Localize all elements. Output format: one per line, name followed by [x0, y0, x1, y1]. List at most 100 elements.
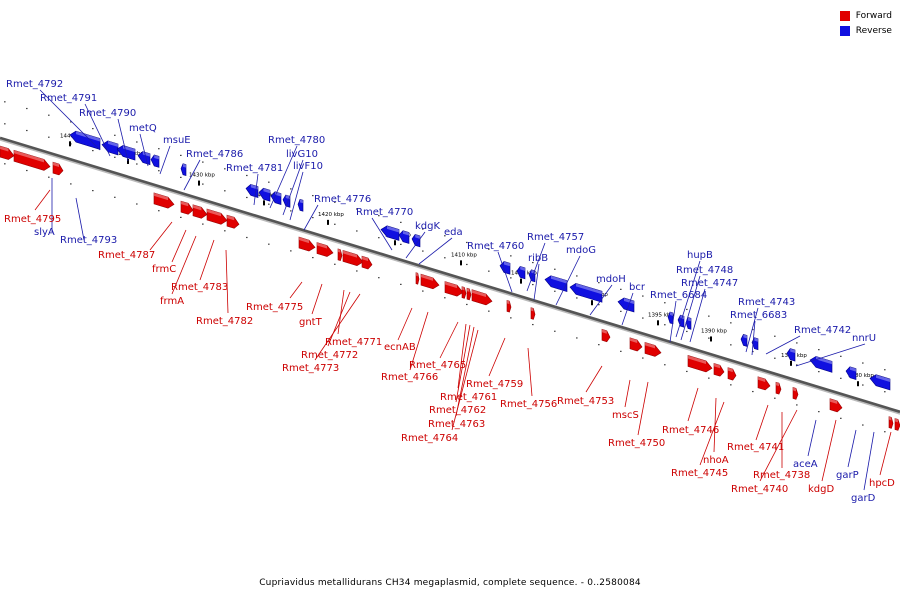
- label-leader: [847, 429, 857, 468]
- forward-gene-feature: [342, 250, 364, 267]
- feature-highlight: [183, 163, 186, 168]
- tick-label: 1380 kbp: [848, 373, 874, 379]
- forward-gene-feature: [298, 236, 316, 252]
- gene-label: Rmet_4745: [671, 468, 728, 479]
- guide-dot: [598, 282, 600, 284]
- feature-highlight: [889, 416, 892, 421]
- gene-label: Rmet_4795: [4, 214, 61, 225]
- label-leader: [117, 118, 129, 162]
- guide-dot: [752, 350, 754, 353]
- guide-dot: [774, 357, 776, 359]
- reverse-gene-feature: [667, 311, 674, 325]
- guide-dot: [26, 129, 28, 132]
- gene-label: Rmet_4792: [6, 79, 63, 90]
- feature-highlight: [876, 374, 890, 382]
- gene-label: Rmet_6684: [650, 290, 707, 301]
- gene-label: Rmet_4770: [356, 207, 413, 218]
- guide-dot: [290, 188, 292, 190]
- feature-highlight: [670, 311, 673, 316]
- label-leader: [139, 133, 149, 167]
- guide-dot: [246, 196, 248, 199]
- guide-dot: [378, 277, 380, 279]
- feature-highlight: [154, 154, 159, 160]
- guide-dot: [378, 215, 380, 217]
- feature-highlight: [758, 376, 766, 382]
- guide-dot: [840, 377, 842, 379]
- tick-label: 1420 kbp: [318, 212, 344, 218]
- guide-dot: [510, 317, 512, 319]
- gene-label: Rmet_4763: [428, 419, 485, 430]
- gene-label: nnrU: [852, 333, 876, 344]
- feature-highlight: [507, 300, 510, 305]
- guide-dot: [4, 101, 6, 103]
- tick-mark: [710, 336, 712, 342]
- label-leader: [314, 293, 361, 361]
- gene-label: nhoA: [703, 455, 729, 466]
- gene-label: Rmet_4772: [301, 350, 358, 361]
- feature-highlight: [630, 337, 638, 343]
- label-leader: [289, 171, 304, 221]
- guide-dot: [422, 250, 424, 252]
- gene-label: Rmet_4748: [676, 265, 733, 276]
- forward-gene-feature: [894, 418, 900, 431]
- guide-dot: [576, 275, 578, 277]
- reverse-gene-feature: [869, 374, 891, 391]
- label-leader: [439, 321, 459, 359]
- gene-label: livG10: [286, 149, 318, 160]
- label-leader: [637, 381, 649, 436]
- guide-dot: [312, 256, 314, 259]
- guide-dot: [70, 183, 72, 185]
- gene-label: Rmet_4757: [527, 232, 584, 243]
- guide-dot: [796, 364, 798, 366]
- forward-gene-feature: [316, 242, 334, 257]
- feature-highlight: [743, 334, 747, 339]
- gene-label: frmC: [152, 264, 176, 275]
- guide-dot: [664, 324, 666, 326]
- feature-highlight: [227, 215, 235, 221]
- feature-highlight: [263, 188, 270, 194]
- feature-highlight: [830, 398, 838, 404]
- tick-mark: [127, 158, 129, 164]
- guide-dot: [664, 364, 666, 366]
- guide-dot: [180, 154, 182, 156]
- reverse-gene-feature: [398, 230, 410, 244]
- guide-dot: [664, 302, 666, 304]
- guide-dot: [444, 297, 446, 299]
- guide-dot: [356, 208, 358, 210]
- forward-gene-feature: [153, 192, 175, 209]
- forward-gene-feature: [829, 398, 843, 413]
- feature-highlight: [850, 366, 856, 372]
- feature-highlight: [123, 145, 135, 153]
- guide-dot: [818, 411, 820, 413]
- feature-highlight: [362, 256, 368, 262]
- gene-label: Rmet_4765: [409, 360, 466, 371]
- label-leader: [409, 311, 429, 371]
- feature-highlight: [181, 201, 189, 207]
- label-leader: [680, 275, 701, 341]
- gene-label: aceA: [793, 459, 818, 470]
- label-leader: [149, 221, 173, 251]
- gene-label: mscS: [612, 410, 639, 421]
- label-leader: [687, 387, 699, 422]
- tick-mark: [857, 381, 859, 387]
- forward-gene-feature: [888, 416, 894, 429]
- forward-gene-feature: [13, 149, 51, 171]
- map-caption: Cupriavidus metallidurans CH34 megaplasm…: [259, 578, 641, 588]
- gene-label: Rmet_4764: [401, 433, 458, 444]
- guide-dot: [26, 107, 28, 110]
- guide-dot: [730, 344, 732, 346]
- label-leader: [199, 239, 215, 281]
- label-leader: [759, 409, 798, 482]
- label-leader: [451, 329, 479, 431]
- forward-gene-feature: [0, 145, 15, 160]
- guide-dot: [686, 330, 688, 333]
- tick-label: 1395 kbp: [648, 312, 674, 318]
- reverse-gene-feature: [270, 191, 282, 205]
- label-leader: [526, 242, 546, 292]
- feature-highlight: [338, 248, 341, 253]
- gene-label: kdgD: [808, 484, 834, 495]
- guide-dot: [686, 308, 688, 311]
- gene-label: hupB: [687, 250, 713, 261]
- feature-highlight: [520, 266, 525, 271]
- label-leader: [457, 323, 467, 389]
